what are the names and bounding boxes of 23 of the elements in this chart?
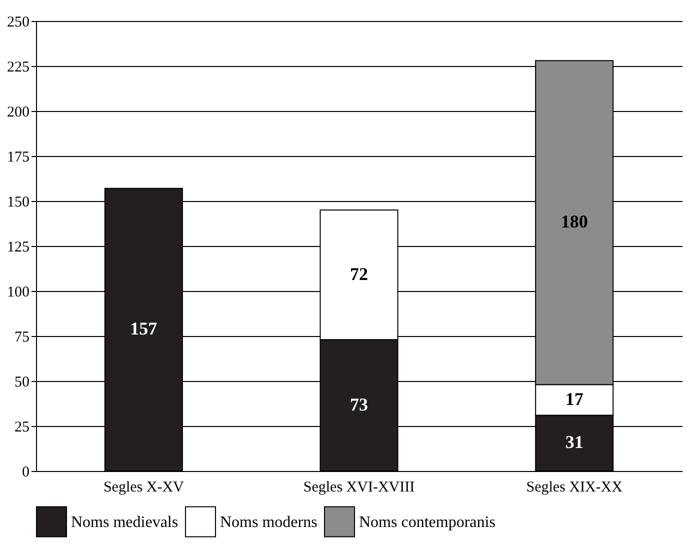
y-tick-label: 0 [22,464,30,480]
y-tick-label: 225 [7,60,30,76]
y-tick-label: 175 [7,150,30,166]
y-tick-label: 25 [14,420,30,436]
data-label: 31 [565,432,584,452]
data-label: 17 [565,388,584,409]
x-tick-label: Segles XIX-XX [526,480,623,496]
legend-label: Noms moderns [220,514,318,531]
y-tick-label: 125 [7,240,30,256]
data-label: 157 [130,318,158,339]
y-tick-label: 250 [7,14,30,30]
y-tick-label: 200 [7,104,30,120]
x-tick-label: Segles XVI-XVIII [303,480,415,496]
data-label: 72 [350,264,368,284]
data-label: 73 [350,394,368,414]
y-tick-label: 150 [7,194,30,210]
y-tick-label: 75 [14,330,30,346]
data-label: 180 [560,212,588,232]
legend-label: Noms medievals [71,514,178,531]
x-tick-label: Segles X-XV [103,480,184,496]
y-tick-label: 50 [14,374,30,390]
y-tick-label: 100 [7,284,30,300]
legend-label: Noms contemporanis [359,514,496,531]
